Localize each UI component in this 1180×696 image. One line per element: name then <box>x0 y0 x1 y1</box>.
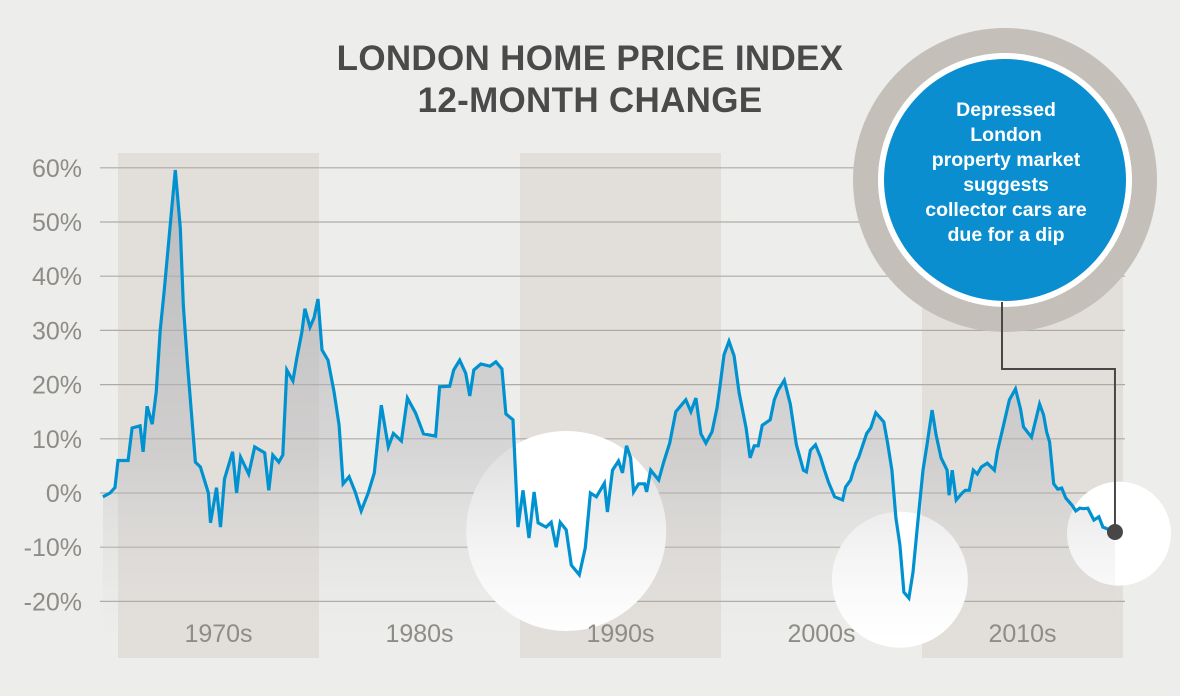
y-tick-label: 50% <box>32 209 82 237</box>
y-tick-label: 40% <box>32 263 82 291</box>
y-tick-label: 0% <box>46 480 82 508</box>
y-tick-label: -10% <box>24 534 82 562</box>
callout-circle <box>884 59 1126 301</box>
y-tick-label: -20% <box>24 588 82 616</box>
y-tick-label: 60% <box>32 155 82 183</box>
callout-connector <box>1001 302 1116 533</box>
chart-title-line-1: LONDON HOME PRICE INDEX <box>336 39 844 78</box>
y-tick-label: 30% <box>32 317 82 345</box>
chart-title-line-2: 12-MONTH CHANGE <box>417 81 763 120</box>
callout-line: collector cars are <box>925 199 1087 221</box>
callout-text: Depressed London property market suggest… <box>893 98 1119 248</box>
callout-line: due for a dip <box>947 224 1065 246</box>
x-tick-label: 2000s <box>787 620 855 648</box>
y-tick-label: 10% <box>32 426 82 454</box>
series-line <box>102 169 1116 602</box>
x-tick-label: 1970s <box>184 620 252 648</box>
y-tick-label: 20% <box>32 372 82 400</box>
x-tick-label: 1980s <box>385 620 453 648</box>
area-fill <box>102 170 1115 640</box>
x-tick-label: 1990s <box>586 620 654 648</box>
x-tick-label: 2010s <box>988 620 1056 648</box>
endpoint-marker <box>1106 524 1123 541</box>
callout-line: Depressed <box>956 99 1056 121</box>
chart-title: LONDON HOME PRICE INDEX 12-MONTH CHANGE <box>0 38 1180 122</box>
callout-line: London <box>970 124 1042 146</box>
callout-line: property market <box>931 149 1081 171</box>
callout-line: suggests <box>963 174 1049 196</box>
